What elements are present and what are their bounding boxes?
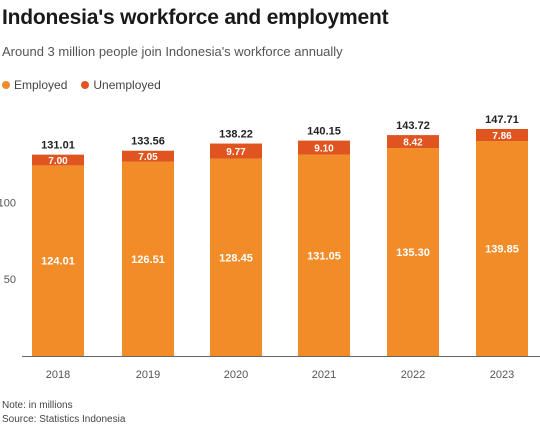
x-tick-label: 2018: [46, 369, 70, 381]
legend-label-employed: Employed: [14, 78, 68, 92]
data-label-total: 138.22: [219, 129, 253, 141]
data-label-unemployed: 7.05: [138, 152, 158, 163]
chart-note: Note: in millions: [2, 400, 73, 411]
chart-legend: Employed Unemployed: [2, 78, 161, 92]
data-label-unemployed: 9.77: [226, 147, 246, 158]
legend-swatch-employed: [2, 81, 10, 89]
bar-employed: [476, 141, 528, 356]
data-label-employed: 135.30: [396, 247, 430, 259]
data-label-total: 140.15: [307, 126, 341, 138]
data-label-unemployed: 7.00: [48, 156, 68, 167]
chart-subtitle: Around 3 million people join Indonesia's…: [2, 44, 343, 59]
data-label-total: 131.01: [41, 140, 75, 152]
x-tick-label: 2023: [490, 369, 514, 381]
data-label-total: 143.72: [396, 120, 430, 132]
data-label-unemployed: 9.10: [314, 144, 334, 155]
bar-employed: [387, 148, 439, 356]
data-label-employed: 126.51: [131, 254, 165, 266]
data-label-employed: 139.85: [485, 244, 519, 256]
x-tick-label: 2022: [401, 369, 425, 381]
data-label-total: 133.56: [131, 136, 165, 148]
legend-label-unemployed: Unemployed: [93, 78, 161, 92]
stacked-bar-chart: 50 100 124.01 7.00 131.01 2018 126.51 7.05 133.5…: [0, 114, 540, 381]
y-tick-label: 50: [4, 274, 16, 286]
bar-unemployed: [298, 140, 350, 155]
bar-employed: [210, 158, 262, 356]
data-label-employed: 128.45: [219, 252, 253, 264]
bar-unemployed: [32, 154, 84, 166]
bar-unemployed: [476, 128, 528, 142]
x-tick-label: 2019: [136, 369, 160, 381]
x-tick-label: 2020: [224, 369, 248, 381]
data-label-unemployed: 7.86: [492, 131, 512, 142]
y-tick-label: 100: [0, 197, 16, 209]
legend-item-employed: Employed: [2, 78, 67, 92]
legend-item-unemployed: Unemployed: [81, 78, 161, 92]
bar-employed: [298, 154, 350, 356]
data-label-total: 147.71: [485, 114, 519, 126]
bar-employed: [122, 161, 174, 356]
bar-unemployed: [210, 143, 262, 159]
x-tick-label: 2021: [312, 369, 336, 381]
bar-employed: [32, 165, 84, 356]
legend-swatch-unemployed: [81, 81, 90, 89]
chart-title: Indonesia's workforce and employment: [2, 6, 389, 29]
bar-unemployed: [122, 150, 174, 162]
bar-unemployed: [387, 135, 439, 149]
data-label-unemployed: 8.42: [403, 138, 423, 149]
data-label-employed: 131.05: [307, 250, 341, 262]
data-label-employed: 124.01: [41, 256, 75, 268]
chart-source: Source: Statistics Indonesia: [2, 414, 126, 425]
